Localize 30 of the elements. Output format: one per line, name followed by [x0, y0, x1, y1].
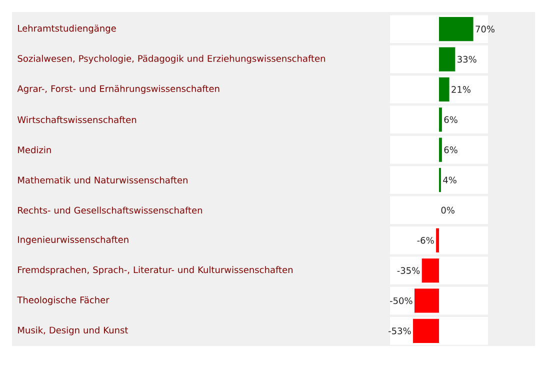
y-tick-label: Sozialwesen, Psychologie, Pädagogik und Erziehungswissenschaften	[18, 54, 326, 64]
data-label: -50%	[390, 297, 412, 304]
bar	[414, 288, 439, 313]
data-label: 70%	[476, 26, 495, 32]
data-label: 6%	[444, 146, 458, 154]
bar	[438, 47, 456, 72]
y-tick-label: Agrar-, Forst- und Ernährungswissenschaften	[17, 85, 220, 94]
data-label: -53%	[388, 327, 411, 334]
bar	[436, 228, 439, 252]
data-label: -35%	[397, 267, 420, 274]
y-tick-label: Musik, Design und Kunst	[18, 326, 128, 336]
y-tick-label: Wirtschaftswissenschaften	[18, 116, 136, 124]
bar	[438, 77, 450, 102]
data-label: -6%	[417, 236, 434, 244]
y-tick-label: Mathematik und Naturwissenschaften	[18, 176, 188, 184]
bar	[438, 138, 442, 162]
y-tick-label: Rechts- und Gesellschaftswissenschaften	[18, 206, 202, 214]
data-label: 0%	[441, 206, 454, 214]
y-tick-label: Ingenieurwissenschaften	[18, 236, 128, 245]
data-label: 33%	[458, 56, 476, 63]
bar	[422, 258, 439, 283]
bar	[438, 108, 442, 132]
data-label: 21%	[452, 86, 470, 93]
bar	[413, 318, 439, 343]
y-tick-label: Medizin	[18, 146, 51, 154]
y-tick-label: Theologische Fächer	[17, 296, 110, 306]
data-label: 6%	[444, 116, 458, 124]
data-label: 4%	[443, 176, 456, 184]
y-tick-label: Lehramtstudiengänge	[18, 24, 116, 34]
y-tick-label: Fremdsprachen, Sprach-, Literatur- und Kulturwissenschaften	[18, 266, 293, 275]
